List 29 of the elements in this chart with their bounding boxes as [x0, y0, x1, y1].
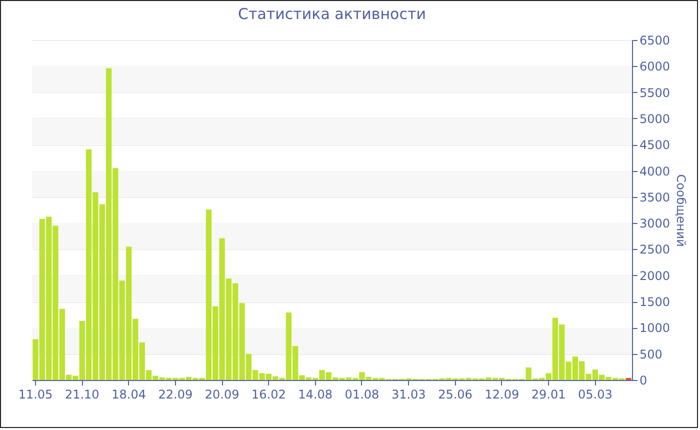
x-tick-label: 05.03 — [578, 388, 612, 402]
y-tick-label: 0 — [640, 374, 648, 388]
y-tick-label: 4000 — [640, 164, 670, 178]
x-tick-label: 14.08 — [298, 388, 333, 402]
x-tick-label: 16.02 — [252, 388, 286, 402]
x-tick-label: 21.10 — [64, 388, 100, 402]
y-tick-label: 1000 — [640, 321, 670, 336]
x-tick-label: 18.04 — [112, 388, 146, 402]
y-tick-label: 5000 — [640, 112, 670, 126]
x-tick-label: 22.09 — [158, 388, 193, 402]
x-tick-label: 11.05 — [18, 388, 53, 402]
y-tick-label: 5500 — [640, 86, 670, 100]
x-tick-label: 25.06 — [438, 388, 472, 402]
y-tick-label: 4500 — [640, 138, 670, 152]
y-tick-label: 6000 — [640, 60, 670, 74]
x-tick-label: 20.09 — [204, 388, 240, 402]
x-tick-label: 12.09 — [484, 388, 520, 402]
x-tick-label: 29.01 — [531, 388, 566, 402]
y-tick-label: 3500 — [640, 190, 670, 204]
x-tick-label: 31.03 — [391, 388, 426, 402]
chart-title: Статистика активности — [238, 5, 426, 23]
y-axis-title: Сообщений — [674, 174, 688, 247]
y-tick-label: 3000 — [640, 216, 670, 231]
y-tick-label: 6500 — [640, 34, 670, 48]
x-tick-label: 01.08 — [344, 388, 380, 402]
y-tick-label: 1500 — [640, 295, 670, 310]
y-tick-label: 2000 — [640, 268, 670, 283]
y-tick-label: 500 — [640, 347, 662, 362]
y-tick-label: 2500 — [640, 242, 670, 257]
